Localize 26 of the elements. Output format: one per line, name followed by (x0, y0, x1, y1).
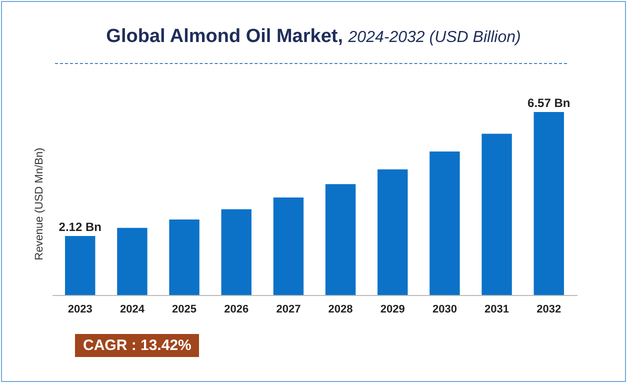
x-tick-label: 2030 (432, 304, 457, 316)
y-axis-title: Revenue (USD Mn/Bn) (34, 148, 46, 260)
x-tick-label: 2025 (172, 304, 197, 316)
text: CAGR : 13.42% (75, 334, 200, 357)
x-tick-label: 2026 (224, 304, 249, 316)
bar (482, 134, 512, 295)
bar (273, 198, 304, 295)
chart-title: Global Almond Oil Market, (106, 26, 343, 47)
x-tick-label: 2031 (484, 304, 510, 316)
bar (378, 169, 408, 295)
bar (325, 184, 356, 295)
chart-subtitle: 2024-2032 (USD Billion) (348, 29, 521, 46)
x-tick-label: 2032 (536, 304, 562, 316)
x-tick-label: 2028 (328, 304, 353, 316)
bar (534, 112, 564, 295)
x-tick-label: 2027 (276, 304, 301, 316)
bar (117, 228, 148, 295)
bar (65, 236, 96, 295)
x-tick-label: 2024 (120, 304, 146, 316)
x-tick-label: 2023 (68, 304, 92, 316)
data-label: 2.12 Bn (58, 220, 102, 234)
bar (430, 152, 460, 295)
x-tick-label: 2029 (380, 304, 405, 316)
bar (169, 220, 200, 295)
bar (221, 209, 252, 295)
data-label: 6.57 Bn (528, 96, 570, 110)
